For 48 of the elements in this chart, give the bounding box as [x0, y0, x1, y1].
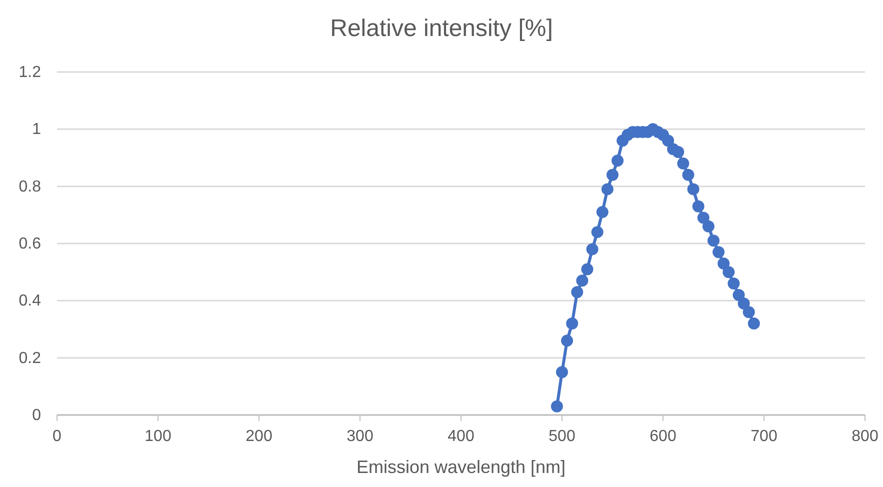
point — [591, 226, 604, 238]
point — [586, 243, 598, 256]
point — [672, 146, 684, 158]
point — [571, 286, 584, 298]
x-tick-label: 600 — [650, 428, 676, 445]
point — [550, 400, 563, 412]
point — [728, 278, 740, 290]
x-tick-label: 800 — [852, 428, 878, 445]
chart-title: Relative intensity [%] — [330, 15, 553, 42]
y-tick-label: 0.2 — [18, 350, 42, 367]
point — [581, 263, 594, 276]
x-tick-label: 100 — [144, 428, 172, 445]
x-tick-label: 700 — [750, 428, 778, 445]
point — [732, 288, 745, 301]
point — [712, 246, 725, 258]
y-tick-label: 1 — [32, 121, 42, 138]
point — [662, 134, 674, 147]
point — [576, 274, 588, 287]
point — [556, 366, 568, 378]
y-tick-label: 0.8 — [18, 178, 42, 196]
point — [687, 183, 700, 196]
point — [722, 266, 735, 278]
point — [718, 258, 730, 270]
point — [561, 334, 574, 347]
y-tick-label: 0 — [32, 407, 42, 424]
point — [708, 234, 720, 247]
x-tick-label: 200 — [246, 428, 272, 445]
y-tick-label: 0.4 — [18, 292, 42, 310]
x-tick-label: 500 — [548, 428, 576, 445]
y-tick-label: 0.6 — [18, 236, 42, 252]
point — [677, 157, 690, 170]
x-tick-label: 400 — [448, 428, 474, 445]
point — [697, 212, 710, 224]
point — [612, 154, 624, 167]
point — [748, 318, 760, 330]
y-tick-label: 1.2 — [18, 64, 42, 81]
point — [692, 200, 704, 212]
point — [702, 220, 714, 232]
point — [606, 168, 618, 181]
point — [601, 183, 614, 196]
point — [738, 298, 750, 310]
x-tick-label: 0 — [52, 428, 62, 445]
point — [682, 168, 694, 181]
point — [566, 318, 578, 330]
x-tick-label: 300 — [346, 428, 374, 445]
x-axis-title: Emission wavelength [nm] — [356, 457, 566, 477]
point — [742, 306, 755, 318]
point — [596, 206, 608, 218]
